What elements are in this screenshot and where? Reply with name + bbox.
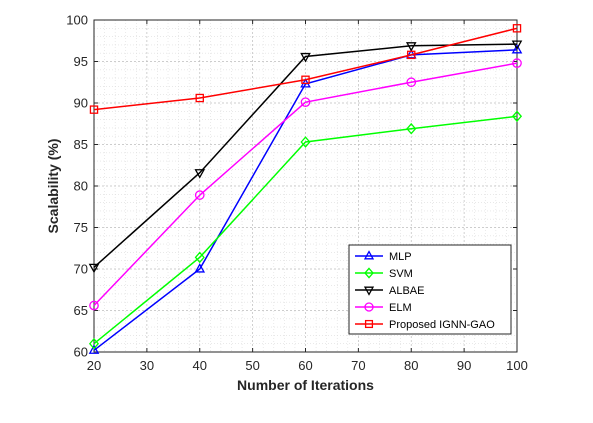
legend-label: Proposed IGNN-GAO <box>389 319 495 331</box>
legend-item: ELM <box>355 302 412 314</box>
y-tick-label: 75 <box>74 220 88 235</box>
data-point-marker <box>195 93 204 103</box>
data-point-marker <box>300 52 311 63</box>
legend-item: ALBAE <box>355 285 424 297</box>
x-tick-label: 90 <box>457 358 471 373</box>
data-point-marker <box>194 169 206 179</box>
data-point-marker <box>406 77 417 88</box>
y-tick-label: 90 <box>74 96 88 111</box>
data-point-marker <box>88 263 100 274</box>
legend-item: SVM <box>355 267 413 280</box>
y-tick-label: 80 <box>74 179 88 194</box>
data-point-marker <box>89 105 99 114</box>
data-point-marker <box>194 251 205 264</box>
x-axis-ticks: 20 30 40 50 60 70 80 90 100 <box>87 20 528 373</box>
x-tick-label: 70 <box>351 358 365 373</box>
series-line <box>93 27 518 111</box>
x-tick-label: 100 <box>506 358 528 373</box>
data-point-marker <box>405 42 417 52</box>
data-point-marker <box>364 302 374 312</box>
legend-item: MLP <box>355 250 412 263</box>
series-albae <box>88 40 523 274</box>
data-point-marker <box>511 40 523 51</box>
y-tick-label: 100 <box>66 13 88 28</box>
y-tick-label: 85 <box>74 137 88 152</box>
data-point-marker <box>407 50 416 60</box>
data-point-marker <box>194 190 205 200</box>
data-point-marker <box>512 58 522 69</box>
series-proposed-ignn-gao <box>89 24 522 114</box>
data-point-marker <box>511 110 523 123</box>
data-point-marker <box>300 136 311 148</box>
y-axis-title: Scalability (%) <box>45 139 61 234</box>
series-elm <box>89 58 522 311</box>
legend: MLP SVM ALBAE ELM Proposed IGNN-GAO <box>348 244 512 335</box>
data-point-marker <box>89 300 99 311</box>
series-line <box>93 62 518 307</box>
data-point-marker <box>363 286 375 296</box>
x-tick-label: 60 <box>298 358 312 373</box>
data-point-marker <box>88 344 100 354</box>
data-point-marker <box>194 263 206 273</box>
x-tick-label: 80 <box>404 358 418 373</box>
legend-label: ELM <box>389 302 412 314</box>
x-tick-label: 40 <box>193 358 207 373</box>
y-axis-ticks: 60 65 70 75 80 85 90 95 100 <box>66 13 517 360</box>
data-point-marker <box>406 122 417 135</box>
data-point-marker <box>364 319 374 329</box>
data-point-marker <box>512 24 522 33</box>
series-svm <box>88 110 523 350</box>
x-tick-label: 50 <box>245 358 259 373</box>
x-tick-label: 20 <box>87 358 101 373</box>
y-tick-label: 70 <box>74 262 88 277</box>
legend-items: MLP SVM ALBAE ELM Proposed IGNN-GAO <box>355 250 495 331</box>
data-point-marker <box>300 97 311 108</box>
data-point-marker <box>363 250 375 260</box>
legend-item: Proposed IGNN-GAO <box>355 319 495 331</box>
series-line <box>93 115 518 345</box>
x-tick-label: 30 <box>140 358 154 373</box>
legend-label: SVM <box>389 268 413 280</box>
series-layer <box>88 24 523 354</box>
y-tick-label: 60 <box>74 345 88 360</box>
data-point-marker <box>301 75 310 84</box>
legend-label: ALBAE <box>389 285 424 297</box>
data-point-marker <box>364 267 374 279</box>
y-tick-label: 95 <box>74 54 88 69</box>
series-line <box>93 43 518 268</box>
data-point-marker <box>511 43 523 54</box>
x-axis-title: Number of Iterations <box>237 377 374 393</box>
data-point-marker <box>88 337 100 350</box>
legend-label: MLP <box>389 251 412 263</box>
y-tick-label: 65 <box>74 303 88 318</box>
